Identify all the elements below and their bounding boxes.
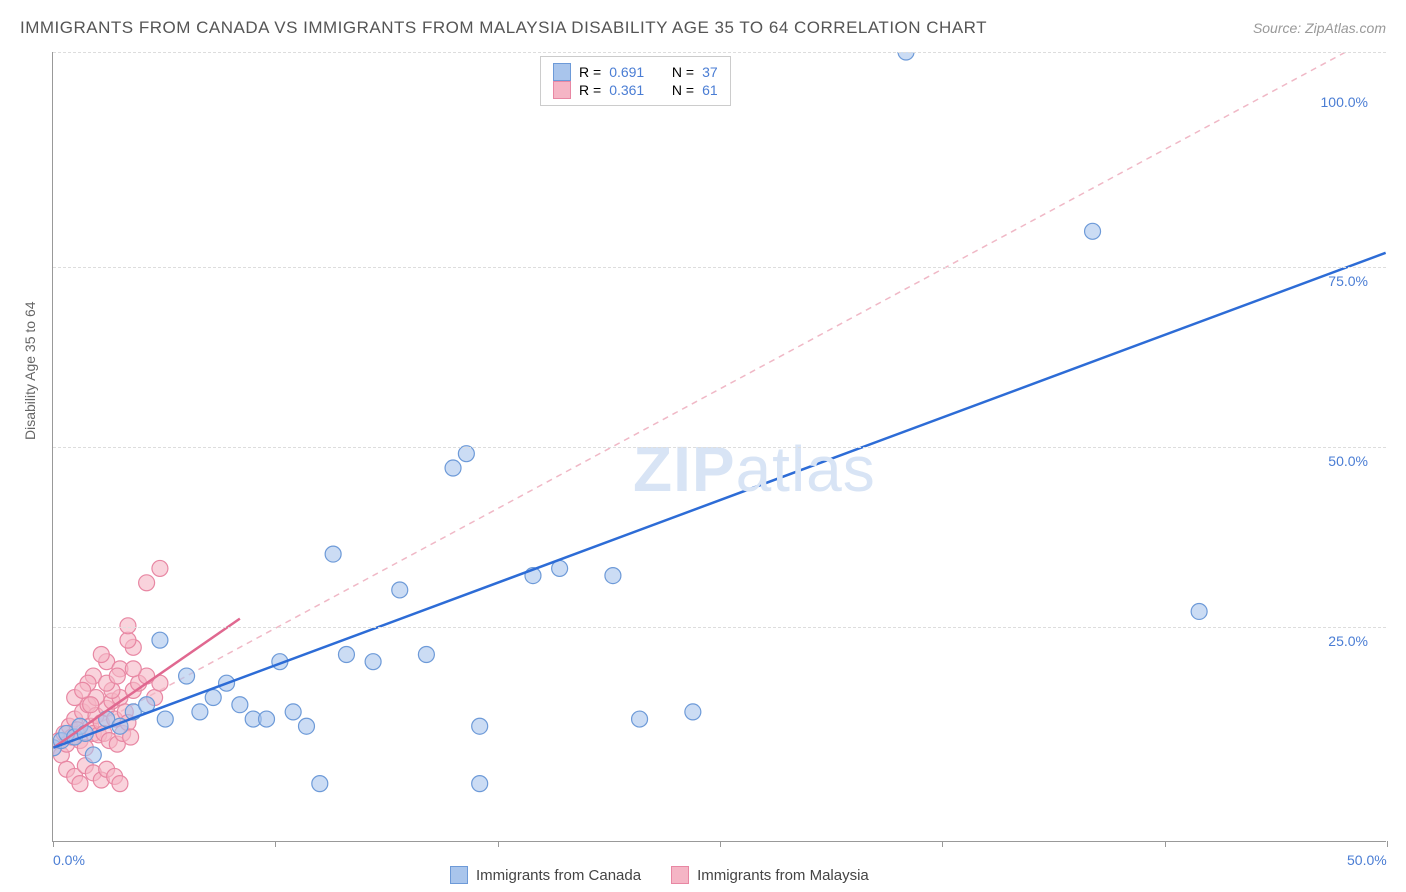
y-tick-label: 25.0% <box>1328 633 1368 649</box>
r-value-malaysia: 0.361 <box>609 82 644 98</box>
r-label: R = <box>579 64 601 80</box>
series-legend: Immigrants from Canada Immigrants from M… <box>450 866 869 884</box>
x-tick <box>275 841 276 847</box>
gridline <box>53 627 1386 628</box>
n-label: N = <box>672 64 694 80</box>
gridline <box>53 267 1386 268</box>
legend-swatch-malaysia <box>553 81 571 99</box>
legend-row-malaysia: R = 0.361 N = 61 <box>553 81 718 99</box>
plot-area: ZIPatlas 25.0%50.0%75.0%100.0%0.0%50.0% <box>52 52 1386 842</box>
legend-label-canada: Immigrants from Canada <box>476 867 641 884</box>
x-tick <box>942 841 943 847</box>
legend-swatch-canada <box>553 63 571 81</box>
x-tick-label: 50.0% <box>1347 852 1387 868</box>
legend-item-malaysia: Immigrants from Malaysia <box>671 866 869 884</box>
legend-row-canada: R = 0.691 N = 37 <box>553 63 718 81</box>
legend-swatch-canada <box>450 866 468 884</box>
y-tick-label: 100.0% <box>1321 94 1368 110</box>
source-attribution: Source: ZipAtlas.com <box>1253 20 1386 36</box>
r-label: R = <box>579 82 601 98</box>
chart-title: IMMIGRANTS FROM CANADA VS IMMIGRANTS FRO… <box>20 18 987 38</box>
n-value-canada: 37 <box>702 64 718 80</box>
y-tick-label: 75.0% <box>1328 273 1368 289</box>
correlation-legend: R = 0.691 N = 37 R = 0.361 N = 61 <box>540 56 731 106</box>
n-value-malaysia: 61 <box>702 82 718 98</box>
x-tick <box>720 841 721 847</box>
r-value-canada: 0.691 <box>609 64 644 80</box>
x-tick-label: 0.0% <box>53 852 85 868</box>
y-tick-label: 50.0% <box>1328 453 1368 469</box>
legend-label-malaysia: Immigrants from Malaysia <box>697 867 869 884</box>
x-tick <box>498 841 499 847</box>
y-axis-label: Disability Age 35 to 64 <box>22 301 38 440</box>
chart-container: IMMIGRANTS FROM CANADA VS IMMIGRANTS FRO… <box>0 0 1406 892</box>
n-label: N = <box>672 82 694 98</box>
legend-swatch-malaysia <box>671 866 689 884</box>
legend-item-canada: Immigrants from Canada <box>450 866 641 884</box>
x-tick <box>1165 841 1166 847</box>
gridline <box>53 447 1386 448</box>
x-tick <box>1387 841 1388 847</box>
x-tick <box>53 841 54 847</box>
gridline <box>53 52 1386 53</box>
